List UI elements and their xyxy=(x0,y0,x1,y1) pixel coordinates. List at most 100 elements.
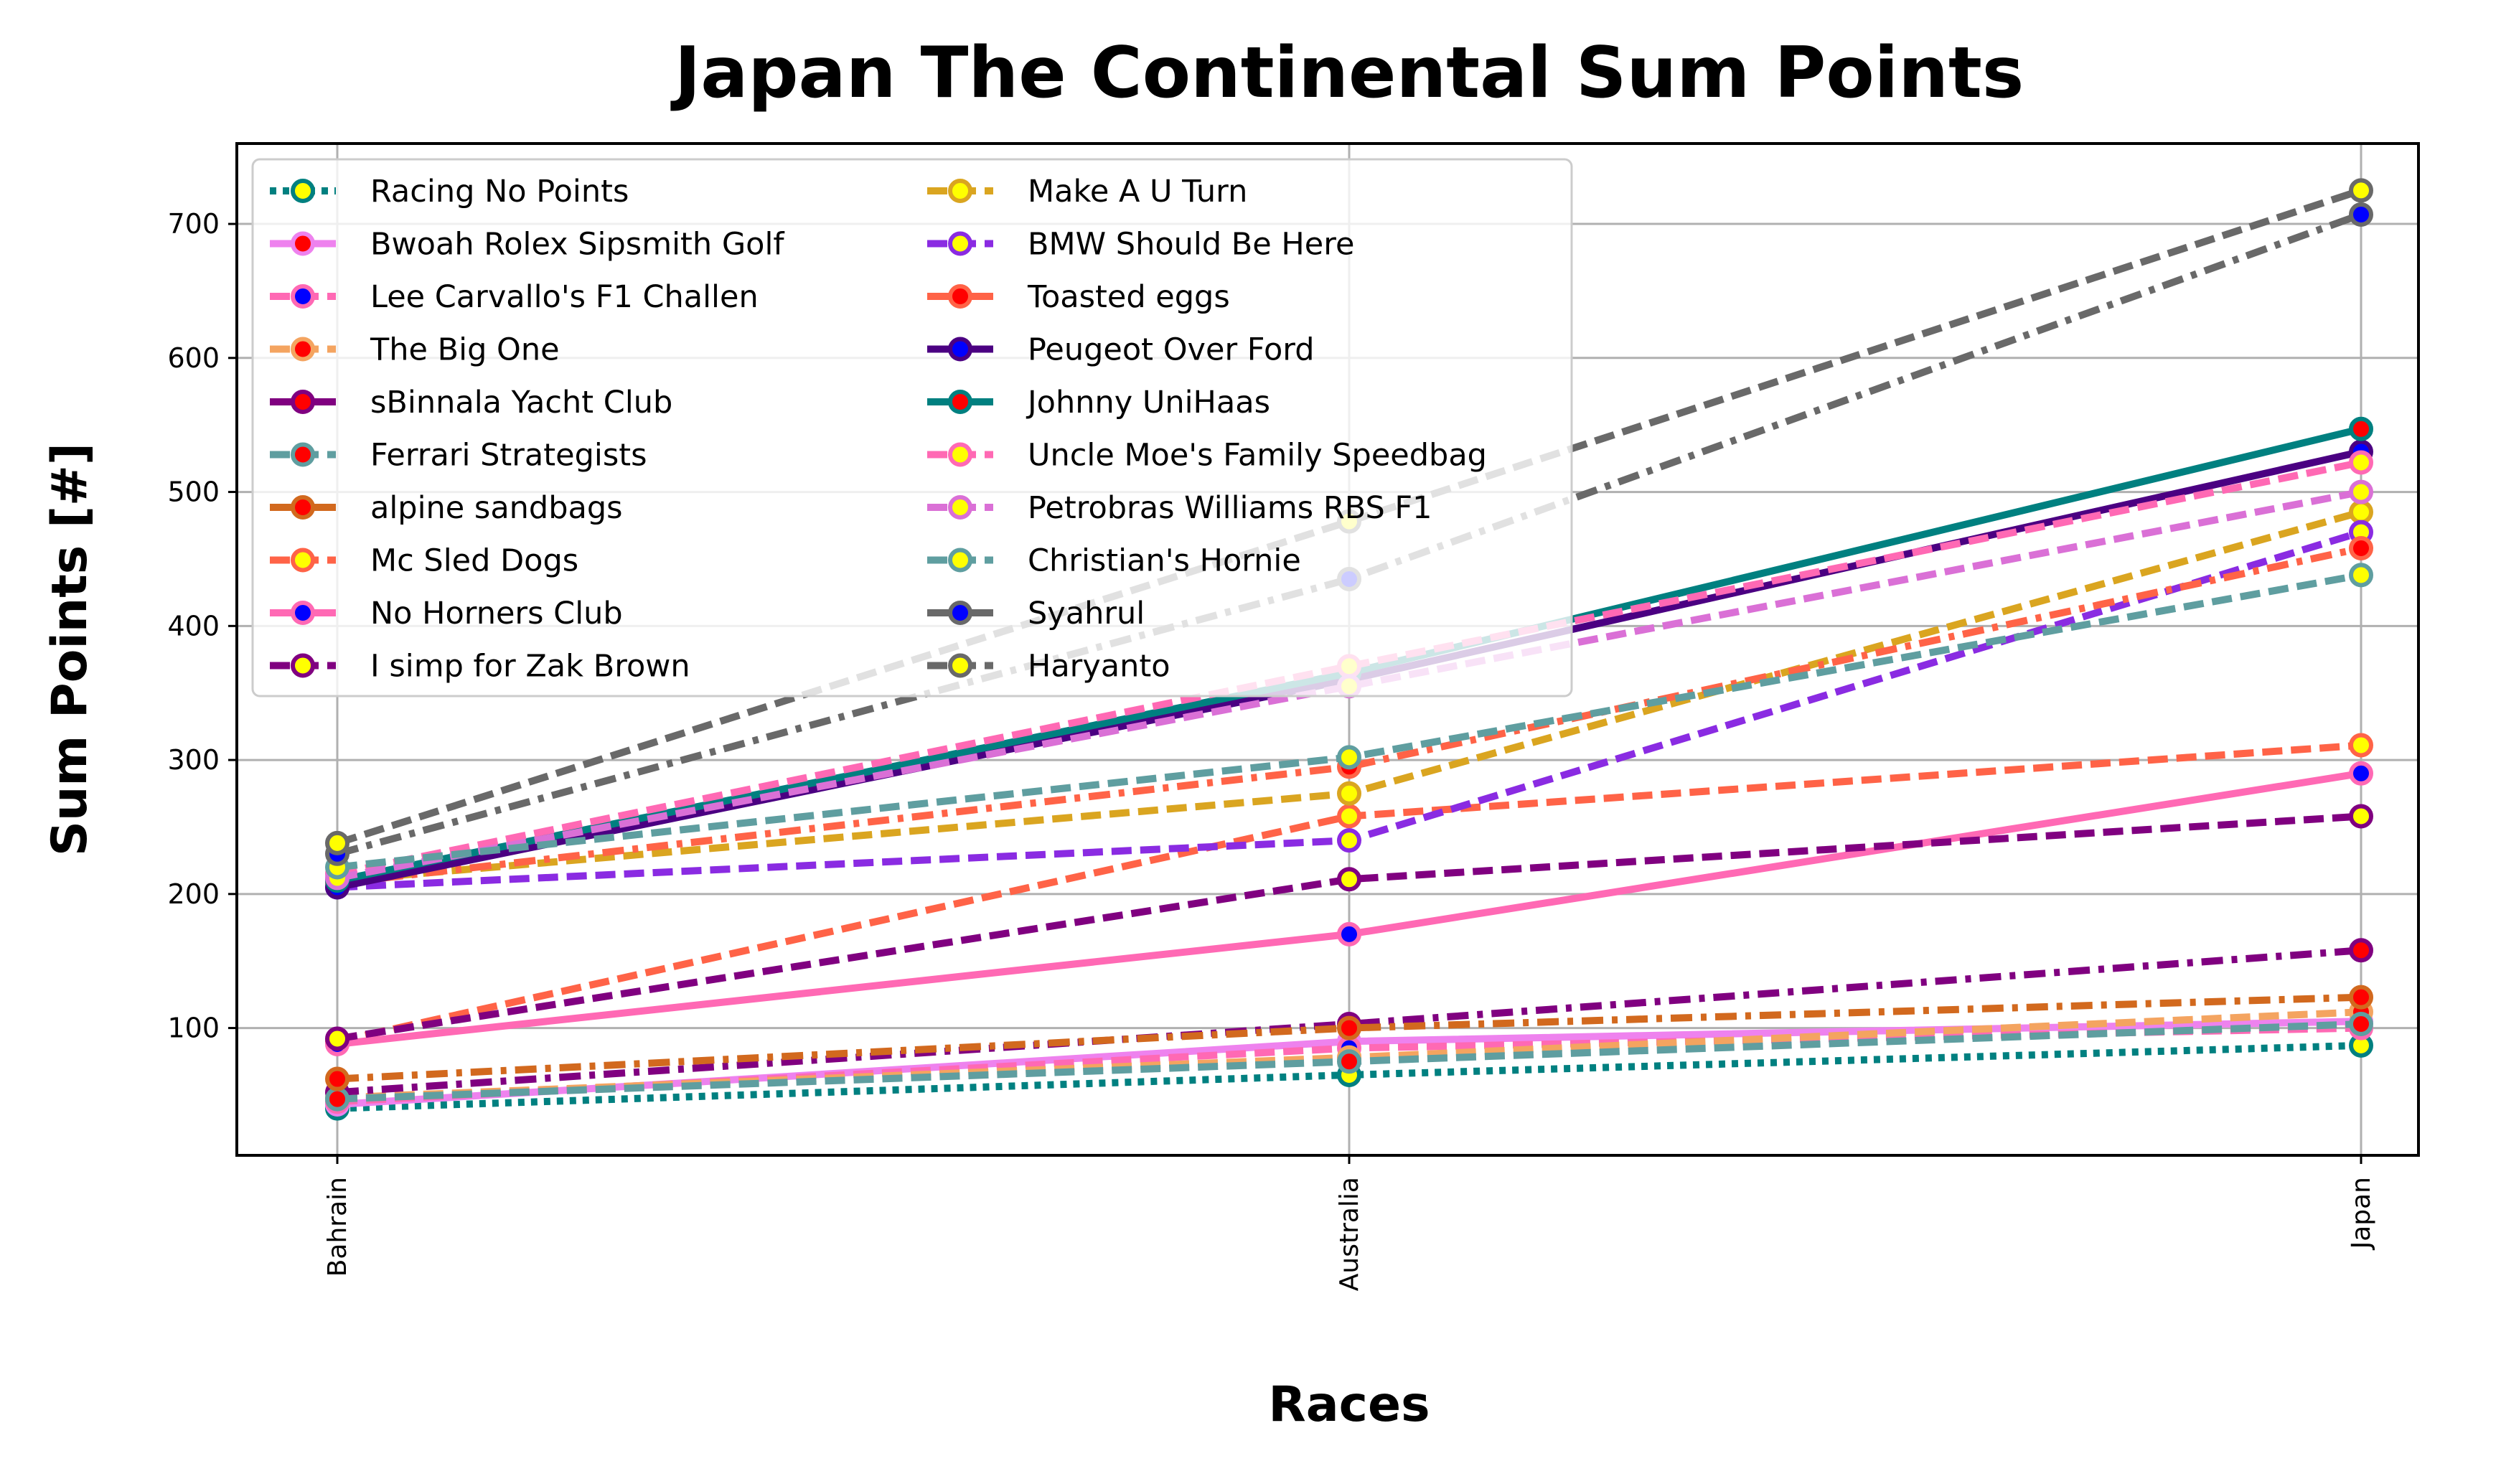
series-group xyxy=(325,804,2373,1051)
legend-marker xyxy=(291,390,315,414)
x-axis-label: Races xyxy=(1268,1376,1430,1433)
legend-label: Johnny UniHaas xyxy=(1026,385,1270,421)
legend-item: Lee Carvallo's F1 Challen xyxy=(270,279,759,315)
legend-item: I simp for Zak Brown xyxy=(270,649,690,685)
data-point xyxy=(2349,479,2373,504)
legend-item: Toasted eggs xyxy=(927,279,1230,315)
legend-label: Christian's Hornie xyxy=(1028,543,1301,579)
legend-marker xyxy=(948,337,972,362)
chart-title: Japan The Continental Sum Points xyxy=(670,32,2024,114)
legend-marker xyxy=(291,653,315,678)
legend-marker xyxy=(948,548,972,573)
legend-label: sBinnala Yacht Club xyxy=(370,385,672,421)
legend-item: Petrobras Williams RBS F1 xyxy=(927,490,1432,526)
data-point xyxy=(2349,202,2373,227)
legend-label: No Horners Club xyxy=(370,596,623,631)
legend-item: Christian's Hornie xyxy=(927,543,1301,579)
data-point xyxy=(2349,536,2373,560)
legend-marker xyxy=(948,284,972,309)
legend-label: The Big One xyxy=(370,332,560,368)
data-point xyxy=(325,1086,349,1112)
legend-item: alpine sandbags xyxy=(270,490,623,526)
y-tick-label: 200 xyxy=(167,878,220,910)
data-point xyxy=(2349,1011,2373,1036)
data-point xyxy=(1337,867,1361,892)
data-point xyxy=(1337,781,1361,806)
legend-marker xyxy=(948,231,972,256)
legend-item: BMW Should Be Here xyxy=(927,227,1354,263)
data-point xyxy=(1337,745,1361,770)
y-tick-label: 700 xyxy=(167,208,220,240)
legend-marker xyxy=(948,601,972,625)
legend-item: Syahrul xyxy=(927,596,1145,631)
legend-marker xyxy=(291,231,315,256)
legend-label: Toasted eggs xyxy=(1027,279,1230,315)
legend-item: The Big One xyxy=(270,332,560,368)
data-point xyxy=(2349,761,2373,786)
legend-item: Uncle Moe's Family Speedbag xyxy=(927,438,1487,474)
legend-label: Petrobras Williams RBS F1 xyxy=(1028,490,1432,526)
legend-item: Peugeot Over Ford xyxy=(927,332,1315,368)
data-point xyxy=(2349,563,2373,588)
legend-marker xyxy=(291,442,315,467)
legend-label: Make A U Turn xyxy=(1028,174,1247,210)
y-tick-label: 400 xyxy=(167,610,220,642)
legend-label: Bwoah Rolex Sipsmith Golf xyxy=(370,227,784,263)
legend-item: Racing No Points xyxy=(270,174,629,210)
legend-label: Uncle Moe's Family Speedbag xyxy=(1028,438,1487,474)
legend-marker xyxy=(948,653,972,678)
series-group xyxy=(325,1011,2373,1112)
y-tick-label: 100 xyxy=(167,1013,220,1044)
data-point xyxy=(2349,416,2373,441)
legend-item: sBinnala Yacht Club xyxy=(270,385,672,421)
data-point xyxy=(325,1066,349,1091)
data-point xyxy=(2349,178,2373,203)
legend-label: alpine sandbags xyxy=(370,490,623,526)
legend: Racing No Points Bwoah Rolex Sipsmith Gol… xyxy=(251,158,1573,698)
plot-frame xyxy=(235,142,2420,1157)
x-tick-label: Bahrain xyxy=(323,1177,352,1277)
legend-marker xyxy=(291,337,315,362)
legend-marker xyxy=(291,601,315,625)
x-tick-label: Australia xyxy=(1335,1177,1364,1291)
data-point xyxy=(325,1026,349,1051)
legend-marker xyxy=(291,284,315,309)
data-point xyxy=(1337,1049,1361,1074)
y-tick-label: 500 xyxy=(167,476,220,508)
data-point xyxy=(1337,804,1361,829)
legend-item: Haryanto xyxy=(927,649,1170,685)
legend-item: No Horners Club xyxy=(270,596,623,631)
legend-marker xyxy=(948,179,972,203)
legend-item: Ferrari Strategists xyxy=(270,438,647,474)
legend-marker xyxy=(291,179,315,203)
legend-item: Mc Sled Dogs xyxy=(270,543,578,579)
legend-label: Haryanto xyxy=(1028,649,1170,685)
x-tick-label: Japan xyxy=(2347,1177,2376,1250)
data-point xyxy=(1337,921,1361,947)
data-point xyxy=(2349,938,2373,963)
data-point xyxy=(1337,828,1361,853)
legend-box xyxy=(251,158,1573,698)
y-tick-label: 300 xyxy=(167,744,220,776)
series-line xyxy=(336,187,2362,847)
data-point xyxy=(2349,733,2373,758)
data-point xyxy=(325,830,349,855)
data-point xyxy=(1337,1015,1361,1041)
legend-item: Bwoah Rolex Sipsmith Golf xyxy=(270,227,784,263)
series-lines xyxy=(325,178,2373,1121)
data-point xyxy=(2349,804,2373,829)
legend-marker xyxy=(291,548,315,573)
legend-marker xyxy=(948,390,972,414)
data-point xyxy=(2349,450,2373,475)
legend-label: BMW Should Be Here xyxy=(1028,227,1354,263)
legend-item: Make A U Turn xyxy=(927,174,1247,210)
legend-marker xyxy=(291,495,315,520)
series-group xyxy=(325,985,2373,1091)
axes: 100 200 300 400 500 600 700 Bahrain Australia Jap… xyxy=(167,208,2376,1291)
legend-label: Racing No Points xyxy=(370,174,629,210)
legend-label: I simp for Zak Brown xyxy=(370,649,690,685)
legend-marker xyxy=(948,442,972,467)
y-tick-label: 600 xyxy=(167,342,220,374)
